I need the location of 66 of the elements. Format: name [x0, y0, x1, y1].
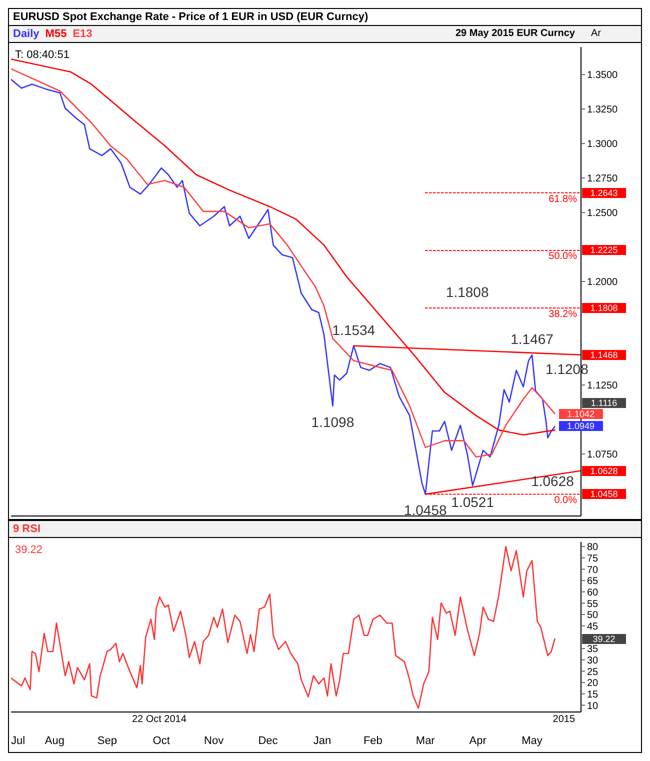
annotation: 50.0% [548, 251, 577, 262]
data-label: 1.1098 [311, 414, 354, 430]
y-tick-label: 65 [587, 576, 599, 588]
y-tick-label: 10 [587, 700, 599, 712]
data-label: 1.0949 [558, 421, 603, 432]
y-tick-label: 1.3000 [587, 139, 618, 150]
y-tick-label: 45 [587, 621, 599, 632]
x-tick-label: Aug [44, 734, 64, 747]
y-tick-label: 25 [587, 666, 599, 678]
annotation: 38.2% [548, 308, 577, 320]
text: Daily [13, 27, 40, 42]
y-tick-label: 1.3500 [587, 70, 618, 82]
y-tick-label: 60 [587, 587, 599, 598]
y-tick-label: 1.2000 [587, 277, 618, 288]
x-tick-label: Nov [204, 734, 224, 747]
line-series [11, 546, 556, 709]
text: 2015 [552, 714, 576, 725]
x-tick-label: Sep [97, 734, 117, 747]
annotation: 61.8% [548, 194, 577, 205]
y-tick-label: 55 [587, 598, 599, 610]
y-tick-label: 50 [587, 610, 599, 622]
text: 9 RSI [13, 522, 41, 537]
text: E13 [72, 27, 92, 42]
y-tick-label: 20 [587, 678, 599, 690]
y-tick-label: 70 [587, 564, 599, 576]
data-label: 1.1042 [558, 408, 603, 419]
x-tick-label: Jul [10, 734, 26, 747]
data-label: 1.1467 [510, 331, 554, 348]
annotation: 1.0628 [531, 472, 574, 489]
annotation: 39.22 [15, 544, 43, 556]
annotation: T: 08:40:51 [15, 49, 70, 61]
data-label: 1.0458 [582, 489, 626, 500]
y-tick-label: 35 [587, 644, 599, 656]
data-label: 1.0628 [582, 466, 626, 476]
y-tick-label: 1.3250 [587, 104, 618, 116]
data-label: 1.1534 [332, 322, 376, 338]
annotation: 0.0% [554, 495, 577, 506]
data-label: 1.2225 [582, 245, 626, 256]
text: 1.1116 [582, 398, 626, 408]
y-tick-label: 15 [587, 689, 599, 700]
chart-title: EURUSD Spot Exchange Rate - Price of 1 EUR in USD (EUR Curncy) [9, 9, 641, 26]
y-tick-label: 30 [587, 655, 599, 666]
x-tick-label: Feb [363, 734, 382, 747]
data-label: 1.1808 [582, 302, 626, 313]
x-tick-label: Mar [416, 734, 436, 747]
x-tick-label: Oct [152, 734, 170, 747]
y-tick-label: 1.1250 [587, 380, 618, 392]
text: 29 May 2015 EUR Curncy [455, 28, 575, 39]
x-tick-label: Apr [469, 734, 487, 747]
x-tick-label: Dec [258, 734, 278, 747]
text: 39.22 [582, 634, 626, 644]
data-label: 1.0458 [404, 502, 447, 518]
text: M55 [45, 27, 67, 42]
y-tick-label: 1.0750 [587, 449, 618, 460]
y-tick-label: 1.2500 [587, 208, 618, 220]
y-tick-label: 1.2750 [587, 174, 618, 185]
y-tick-label: 75 [587, 553, 599, 564]
text: Ar [591, 28, 601, 39]
x-tick-label: Jan [313, 734, 332, 747]
data-label: 1.2643 [582, 188, 626, 198]
text: 22 Oct 2014 [132, 714, 186, 725]
data-label: 1.1468 [582, 350, 626, 360]
x-tick-label: May [522, 734, 543, 747]
data-label: 1.1808 [446, 284, 489, 300]
data-label: 1.0521 [451, 494, 494, 510]
y-tick-label: 80 [587, 542, 599, 554]
